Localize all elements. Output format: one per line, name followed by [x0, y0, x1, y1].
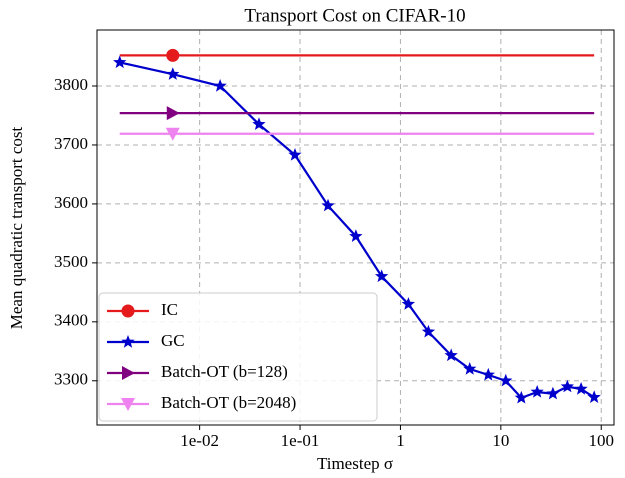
marker [166, 67, 180, 80]
marker [375, 269, 389, 283]
x-tick-label: 1 [396, 431, 405, 450]
legend-label: GC [161, 331, 185, 350]
x-tick-label: 1e-01 [281, 431, 320, 450]
marker [349, 229, 363, 242]
marker [421, 324, 436, 338]
marker [166, 106, 180, 121]
x-tick-label: 100 [588, 431, 614, 450]
marker [113, 55, 127, 69]
legend-label: Batch-OT (b=2048) [161, 393, 296, 412]
x-axis-label: Timestep σ [317, 454, 393, 473]
plot-frame [96, 29, 615, 426]
legend-marker [122, 366, 135, 380]
y-tick-label: 3700 [54, 134, 88, 153]
y-tick-label: 3400 [54, 311, 88, 330]
marker [463, 362, 477, 375]
y-tick-label: 3300 [54, 370, 88, 389]
marker [288, 148, 302, 161]
marker [574, 382, 588, 395]
marker [165, 127, 180, 141]
marker [560, 379, 574, 393]
marker [213, 79, 227, 92]
y-tick-label: 3800 [54, 75, 88, 94]
legend-box [98, 292, 378, 422]
marker [321, 198, 335, 212]
marker [481, 367, 495, 381]
legend-marker [121, 335, 135, 348]
y-tick-label: 3500 [54, 252, 88, 271]
legend-label: Batch-OT (b=128) [161, 362, 288, 381]
marker [252, 117, 266, 130]
marker [166, 48, 180, 62]
y-axis-label: Mean quadratic transport cost [7, 126, 26, 329]
y-tick-label: 3600 [54, 193, 88, 212]
legend-marker [121, 304, 135, 318]
marker [587, 390, 601, 403]
marker [499, 373, 513, 387]
marker [530, 385, 544, 398]
marker [401, 297, 415, 310]
x-tick-label: 10 [492, 431, 509, 450]
legend-marker [121, 398, 135, 411]
marker [546, 386, 560, 400]
chart-title: Transport Cost on CIFAR-10 [244, 5, 465, 26]
marker [514, 390, 528, 404]
x-tick-label: 1e-02 [180, 431, 219, 450]
legend-label: IC [161, 300, 178, 319]
marker [444, 348, 458, 362]
